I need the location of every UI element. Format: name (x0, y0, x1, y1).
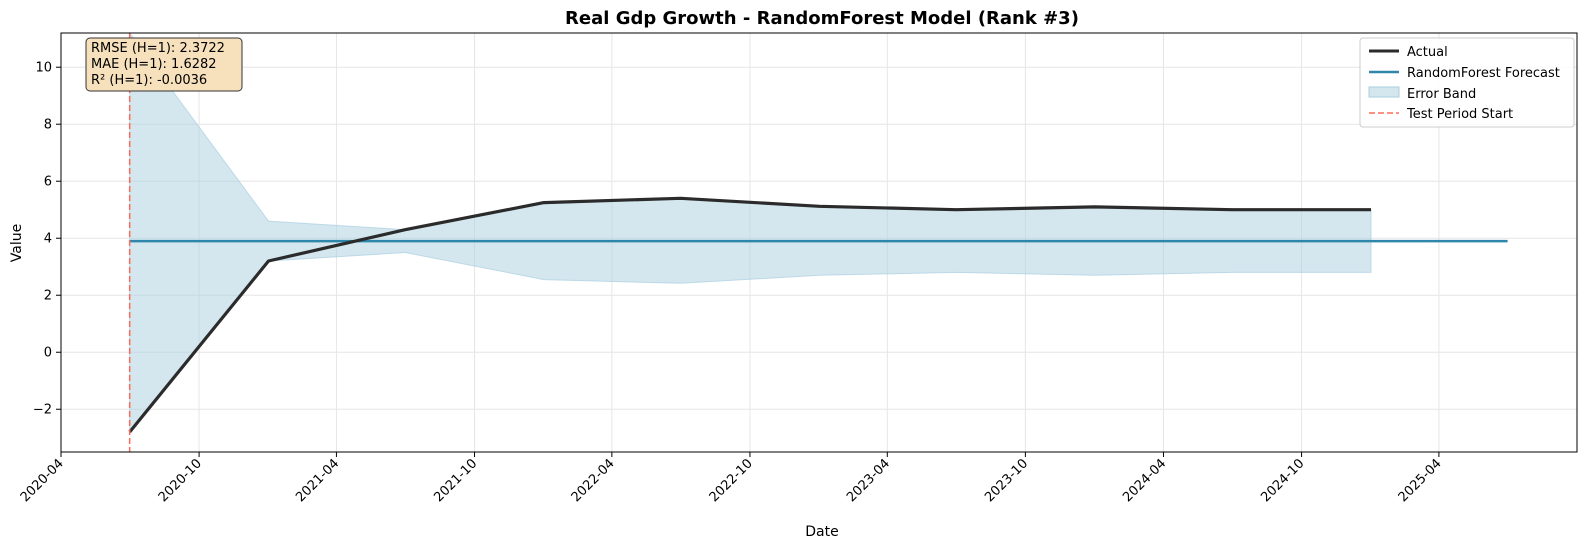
y-tick-label: −2 (33, 403, 52, 418)
metrics-box-background (85, 37, 243, 92)
x-axis: 2020-04 2020-10 2021-04 2021-10 2022-04 2022-… (18, 452, 1445, 505)
y-tick-label: 6 (44, 175, 52, 190)
x-tick-label: 2025-04 (1396, 456, 1445, 505)
y-tick-label: 4 (44, 232, 52, 247)
x-tick-label: 2022-04 (569, 456, 618, 505)
x-tick-label: 2022-10 (707, 456, 756, 505)
y-axis-label: Value (9, 224, 25, 262)
metrics-box: RMSE (H=1): 2.3722 MAE (H=1): 1.6282 R² … (85, 37, 243, 92)
x-tick-label: 2020-04 (18, 456, 67, 505)
y-tick-label: 8 (44, 118, 52, 133)
x-axis-label: Date (805, 524, 838, 540)
x-tick-label: 2023-10 (982, 456, 1031, 505)
y-tick-label: 0 (44, 346, 52, 361)
metric-rmse: RMSE (H=1): 2.3722 (91, 41, 225, 56)
metric-r2: R² (H=1): -0.0036 (91, 73, 207, 88)
y-tick-label: 10 (35, 61, 52, 76)
y-tick-label: 2 (44, 289, 52, 304)
x-tick-label: 2023-04 (844, 456, 893, 505)
legend: Actual RandomForest Forecast Error Band … (1359, 37, 1575, 128)
legend-label-actual: Actual (1407, 45, 1448, 60)
chart-title: Real Gdp Growth - RandomForest Model (Ra… (565, 8, 1079, 29)
x-tick-label: 2021-04 (293, 456, 342, 505)
metric-mae: MAE (H=1): 1.6282 (91, 57, 217, 72)
x-tick-label: 2024-04 (1120, 456, 1169, 505)
plot-frame (60, 32, 1578, 453)
legend-label-test-period-start: Test Period Start (1406, 107, 1513, 122)
legend-swatch-error-band (1368, 86, 1400, 98)
x-tick-label: 2021-10 (431, 456, 480, 505)
legend-label-forecast: RandomForest Forecast (1407, 66, 1560, 81)
actual-line (128, 196, 1371, 434)
legend-frame (1359, 37, 1575, 128)
y-axis: −2 0 2 4 6 8 10 (33, 61, 61, 418)
actual-layer (128, 196, 1371, 434)
x-tick-label: 2020-10 (156, 456, 205, 505)
x-tick-label: 2024-10 (1258, 456, 1307, 505)
legend-label-error-band: Error Band (1407, 87, 1476, 102)
